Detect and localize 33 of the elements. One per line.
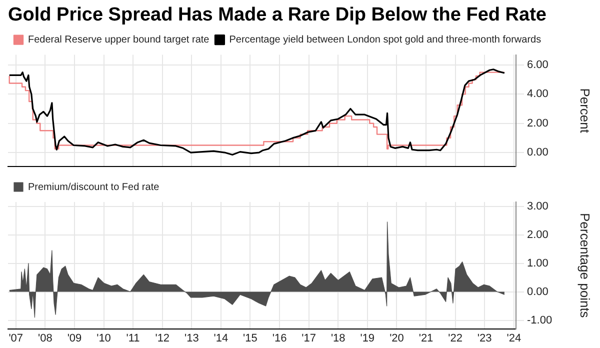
legend-label: Percentage yield between London spot gold and three-month forwards (229, 34, 542, 46)
legend-label: Federal Reserve upper bound target rate (28, 34, 210, 46)
y-tick-label: 2.00 (527, 117, 548, 130)
x-tick-label: '23 (477, 332, 492, 344)
x-tick-label: '14 (214, 332, 228, 344)
y-tick-label: 0.00 (527, 146, 548, 159)
x-tick-label: '12 (155, 332, 170, 344)
legend-label: Premium/discount to Fed rate (28, 182, 160, 193)
x-tick-label: '08 (38, 332, 52, 344)
y-tick-label: 3.00 (527, 200, 548, 212)
y-axis-title: Percent (578, 88, 593, 134)
x-tick-label: '16 (272, 332, 287, 344)
y-tick-label: 2.00 (527, 228, 548, 241)
x-tick-label: '19 (360, 332, 375, 344)
x-tick-label: '21 (418, 332, 434, 344)
x-tick-label: '18 (330, 332, 346, 344)
x-tick-label: '24 (506, 332, 522, 344)
x-tick-label: '17 (302, 332, 316, 344)
y-tick-label: -1.00 (527, 314, 552, 326)
y-axis-title: Percentage points (578, 213, 593, 318)
x-tick-label: '09 (67, 332, 82, 344)
x-tick-label: '07 (8, 332, 24, 344)
y-tick-label: 0.00 (527, 286, 548, 298)
x-tick-label: '22 (448, 332, 462, 344)
x-tick-label: '11 (126, 332, 140, 344)
x-tick-label: '15 (243, 332, 258, 344)
y-tick-label: 1.00 (527, 257, 548, 270)
x-tick-label: '13 (184, 332, 199, 344)
y-tick-label: 4.00 (527, 88, 548, 100)
y-tick-label: 6.00 (527, 59, 548, 72)
x-tick-label: '10 (96, 332, 111, 344)
x-tick-label: '20 (390, 332, 404, 344)
chart-title: Gold Price Spread Has Made a Rare Dip Below the Fed Rate (8, 4, 546, 26)
